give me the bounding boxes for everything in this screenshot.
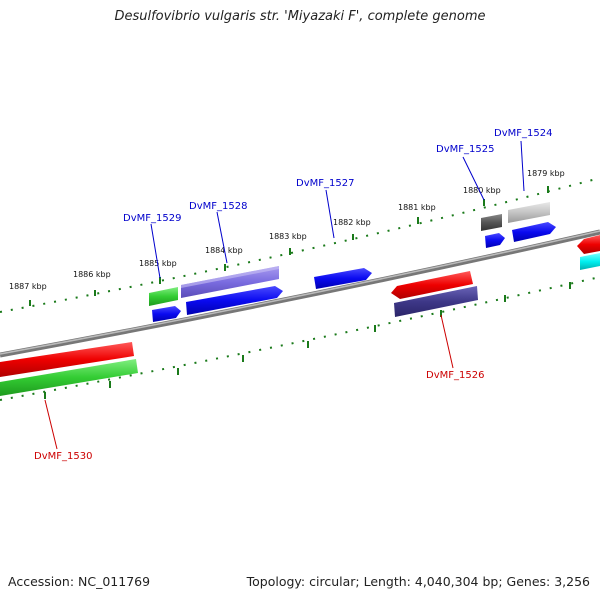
gene-label-1525[interactable]: DvMF_1525 bbox=[436, 144, 494, 155]
tick-label-1882: 1882 kbp bbox=[333, 218, 371, 227]
gene-label-1524[interactable]: DvMF_1524 bbox=[494, 128, 552, 139]
reverse-band-navy[interactable] bbox=[394, 286, 478, 317]
genome-summary-text: Topology: circular; Length: 4,040,304 bp… bbox=[246, 574, 590, 589]
reverse-band-red-large[interactable] bbox=[0, 342, 134, 377]
tick-label-1880: 1880 kbp bbox=[463, 186, 501, 195]
tick-label-1887: 1887 kbp bbox=[9, 282, 47, 291]
map-title: Desulfovibrio vulgaris str. 'Miyazaki F'… bbox=[114, 9, 486, 24]
outer-band-green[interactable] bbox=[149, 287, 178, 306]
gene-label-1529[interactable]: DvMF_1529 bbox=[123, 213, 181, 224]
label-leaders bbox=[44, 140, 525, 450]
forward-arrow-1525[interactable] bbox=[485, 233, 505, 248]
outer-band-lavender[interactable] bbox=[181, 266, 279, 298]
gene-label-1530[interactable]: DvMF_1530 bbox=[34, 451, 92, 462]
tick-label-1879: 1879 kbp bbox=[527, 169, 565, 178]
forward-arrow-1529[interactable] bbox=[152, 306, 181, 322]
genome-backbone bbox=[0, 229, 600, 358]
tick-label-1886: 1886 kbp bbox=[73, 270, 111, 279]
forward-band-edge-cyan[interactable] bbox=[580, 253, 600, 270]
outer-major-ticks bbox=[29, 186, 549, 306]
tick-label-1884: 1884 kbp bbox=[205, 246, 243, 255]
gene-label-1527[interactable]: DvMF_1527 bbox=[296, 178, 354, 189]
gene-label-1526[interactable]: DvMF_1526 bbox=[426, 370, 484, 381]
inner-major-ticks bbox=[44, 282, 571, 399]
outer-tick-track bbox=[0, 177, 600, 313]
accession-text: Accession: NC_011769 bbox=[8, 574, 151, 589]
reverse-arrow-edge-red[interactable] bbox=[577, 235, 600, 254]
gene-label-1528[interactable]: DvMF_1528 bbox=[189, 201, 247, 212]
forward-arrow-1528[interactable] bbox=[186, 286, 283, 315]
tick-label-1883: 1883 kbp bbox=[269, 232, 307, 241]
forward-arrow-1527[interactable] bbox=[314, 268, 372, 289]
outer-band-dark[interactable] bbox=[481, 214, 502, 231]
forward-arrow-1524[interactable] bbox=[512, 222, 556, 242]
outer-band-light[interactable] bbox=[508, 202, 550, 223]
reverse-arrow-1526[interactable] bbox=[391, 271, 473, 299]
tick-label-1881: 1881 kbp bbox=[398, 203, 436, 212]
reverse-band-green-large[interactable] bbox=[0, 359, 138, 396]
